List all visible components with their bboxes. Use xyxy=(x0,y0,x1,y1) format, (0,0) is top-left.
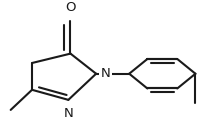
Text: N: N xyxy=(100,67,110,80)
Text: N: N xyxy=(64,107,73,120)
Text: O: O xyxy=(65,1,76,14)
Text: O: O xyxy=(65,1,76,14)
Text: N: N xyxy=(64,107,73,120)
Text: N: N xyxy=(100,67,110,80)
